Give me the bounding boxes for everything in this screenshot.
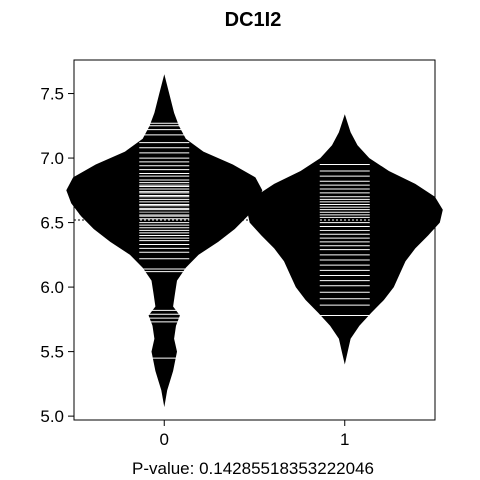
chart-title: DC1I2 bbox=[225, 9, 282, 31]
y-axis: 5.0 5.5 6.0 6.5 7.0 7.5 bbox=[40, 85, 75, 426]
y-tick-label: 6.0 bbox=[40, 278, 64, 297]
y-tick-label: 5.0 bbox=[40, 407, 64, 426]
y-tick-label: 7.0 bbox=[40, 149, 64, 168]
group-means-layer bbox=[79, 212, 430, 231]
beans-layer bbox=[66, 74, 443, 408]
y-tick-label: 5.5 bbox=[40, 343, 64, 362]
x-axis-label: P-value: 0.14285518353222046 bbox=[132, 459, 374, 478]
observation-lines-layer bbox=[139, 122, 370, 359]
y-tick-label: 6.5 bbox=[40, 214, 64, 233]
y-tick-label: 7.5 bbox=[40, 85, 64, 104]
bean-1 bbox=[246, 114, 443, 365]
x-tick-label: 1 bbox=[340, 430, 349, 449]
x-tick-label: 0 bbox=[160, 430, 169, 449]
